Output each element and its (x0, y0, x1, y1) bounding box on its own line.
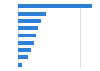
Bar (18, 19, 41, 23)
Bar (18, 12, 46, 16)
Bar (18, 48, 31, 52)
Bar (18, 63, 22, 67)
Bar (18, 55, 28, 59)
Bar (18, 4, 92, 8)
Bar (18, 41, 34, 45)
Bar (18, 26, 38, 30)
Bar (18, 34, 36, 37)
